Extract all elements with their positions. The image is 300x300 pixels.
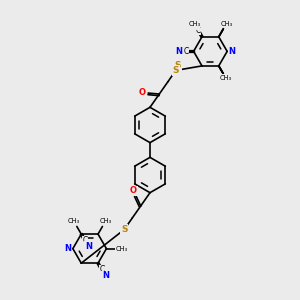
Text: CH₃: CH₃ — [68, 218, 80, 224]
Text: CH₃: CH₃ — [220, 21, 232, 27]
Text: CH₃: CH₃ — [220, 77, 233, 83]
Text: S: S — [172, 66, 179, 75]
Text: CH₃: CH₃ — [220, 76, 232, 82]
Text: CH₃: CH₃ — [220, 76, 232, 82]
Text: C: C — [99, 265, 104, 274]
Text: CH₃: CH₃ — [188, 21, 200, 27]
Text: CH₃: CH₃ — [116, 246, 128, 252]
Text: C: C — [82, 236, 88, 245]
Text: N: N — [102, 272, 109, 280]
Text: O: O — [139, 88, 146, 97]
Text: N: N — [64, 244, 71, 253]
Text: S: S — [121, 225, 128, 234]
Text: N: N — [229, 47, 236, 56]
Text: S: S — [175, 61, 181, 70]
Text: CH₃: CH₃ — [220, 21, 232, 27]
Text: C: C — [196, 26, 201, 35]
Text: N: N — [176, 47, 182, 56]
Text: N: N — [85, 242, 92, 251]
Text: CH₃: CH₃ — [220, 20, 233, 26]
Text: C: C — [183, 47, 188, 56]
Text: N: N — [191, 20, 198, 29]
Text: CH₃: CH₃ — [100, 218, 112, 224]
Text: O: O — [130, 186, 137, 195]
Text: CH₃: CH₃ — [220, 75, 232, 81]
